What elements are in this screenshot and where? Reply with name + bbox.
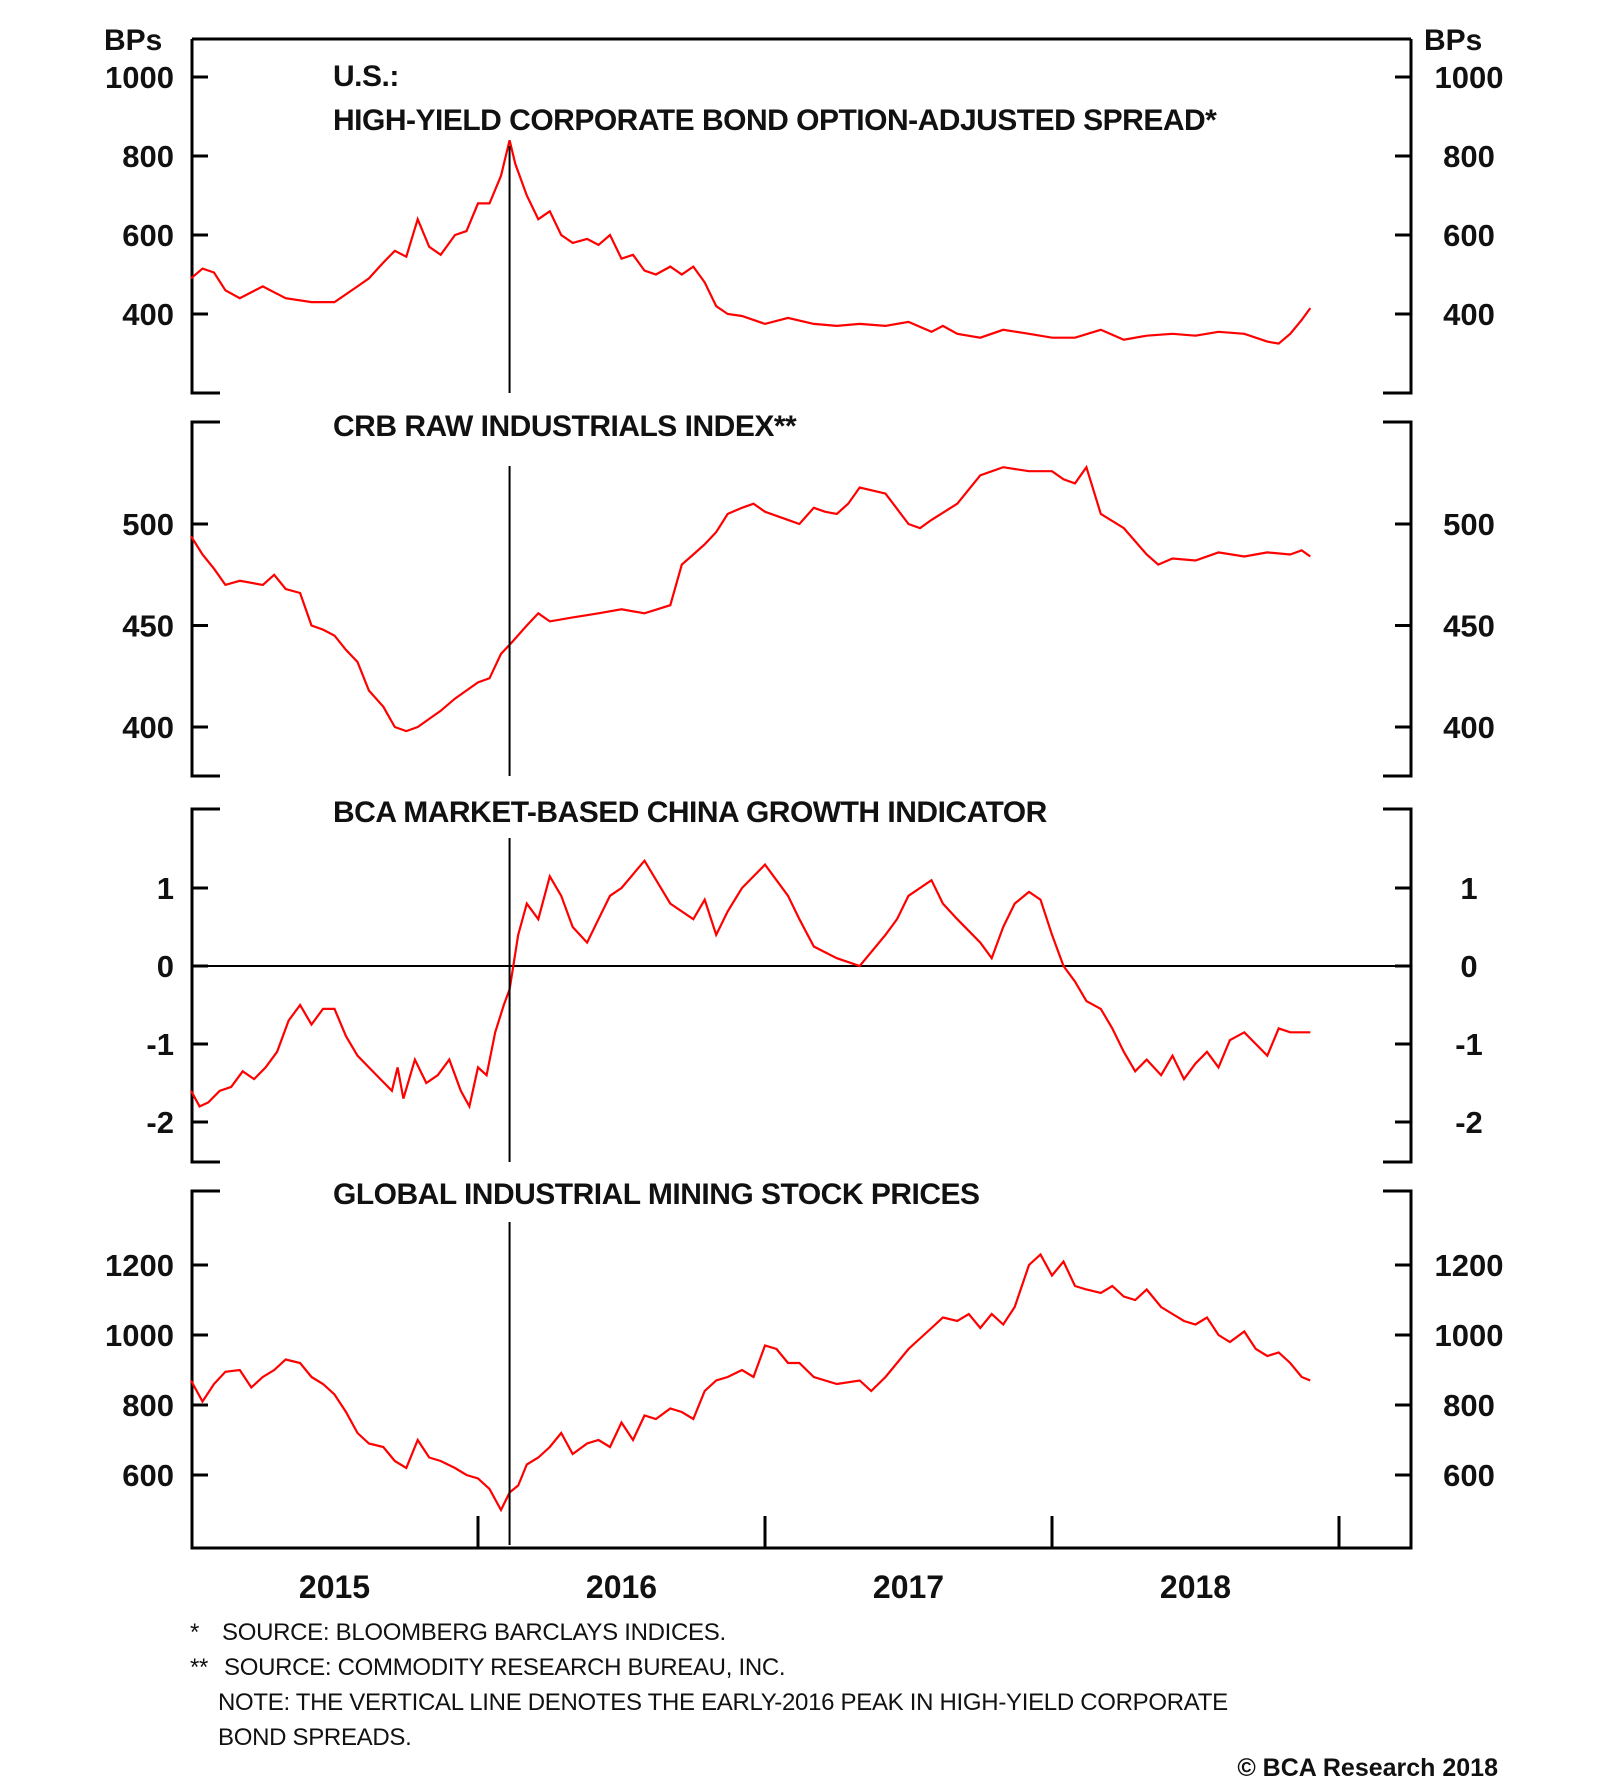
- y-tick-label-left: 600: [122, 218, 174, 253]
- y-tick-label-right: 400: [1443, 710, 1495, 745]
- y-tick-label-left: 600: [122, 1458, 174, 1493]
- y-tick-label-right: 400: [1443, 297, 1495, 332]
- y-tick-label-right: 600: [1443, 1458, 1495, 1493]
- footnote-text: SOURCE: COMMODITY RESEARCH BUREAU, INC.: [224, 1654, 785, 1681]
- y-tick-label-left: 0: [157, 949, 174, 984]
- y-tick-label-left: 1200: [105, 1248, 174, 1283]
- y-tick-label-left: 800: [122, 139, 174, 174]
- y-tick-label-left: 400: [122, 710, 174, 745]
- panel-title: GLOBAL INDUSTRIAL MINING STOCK PRICES: [333, 1178, 980, 1211]
- y-tick-label-right: 0: [1460, 949, 1477, 984]
- y-tick-label-right: 500: [1443, 507, 1495, 542]
- footnote-text: SOURCE: BLOOMBERG BARCLAYS INDICES.: [222, 1619, 726, 1646]
- footnote-marker: *: [190, 1619, 199, 1646]
- y-tick-label-right: -2: [1455, 1105, 1483, 1140]
- series-line: [190, 464, 1311, 733]
- y-tick-label-right: 1: [1460, 871, 1477, 906]
- copyright: © BCA Research 2018: [1237, 1754, 1498, 1782]
- y-unit-label-right: BPs: [1424, 24, 1482, 57]
- y-tick-label-left: 800: [122, 1388, 174, 1423]
- y-tick-label-left: 1000: [105, 1318, 174, 1353]
- x-tick-label: 2017: [873, 1569, 944, 1605]
- y-unit-label-left: BPs: [104, 24, 162, 57]
- x-tick-label: 2016: [586, 1569, 657, 1605]
- y-tick-label-left: 1: [157, 871, 174, 906]
- y-tick-label-right: 1000: [1435, 60, 1504, 95]
- panel-title: BCA MARKET-BASED CHINA GROWTH INDICATOR: [333, 796, 1048, 829]
- y-tick-label-left: 450: [122, 609, 174, 644]
- y-tick-label-right: 450: [1443, 609, 1495, 644]
- y-tick-label-right: 800: [1443, 139, 1495, 174]
- y-tick-label-right: -1: [1455, 1027, 1483, 1062]
- panel-title: CRB RAW INDUSTRIALS INDEX**: [333, 410, 797, 443]
- y-tick-label-right: 600: [1443, 218, 1495, 253]
- panel-hy-spread: BPs BPs U.S.: HIGH-YIELD CORPORATE BOND …: [104, 24, 1504, 395]
- y-tick-label-right: 1000: [1435, 1318, 1504, 1353]
- panel-title-line-2: HIGH-YIELD CORPORATE BOND OPTION-ADJUSTE…: [333, 104, 1217, 137]
- series-line: [190, 1252, 1311, 1513]
- y-tick-label-left: 500: [122, 507, 174, 542]
- footnotes: * SOURCE: BLOOMBERG BARCLAYS INDICES. **…: [190, 1619, 1498, 1782]
- y-tick-label-right: 1200: [1435, 1248, 1504, 1283]
- series-line: [190, 858, 1311, 1110]
- footnote-note: BOND SPREADS.: [218, 1724, 411, 1751]
- footnote-marker: **: [190, 1654, 208, 1681]
- panel-title-line-1: U.S.:: [333, 60, 399, 93]
- panel-china-growth: BCA MARKET-BASED CHINA GROWTH INDICATOR …: [146, 796, 1483, 1164]
- x-tick-label: 2015: [299, 1569, 370, 1605]
- y-tick-label-left: 1000: [105, 60, 174, 95]
- y-tick-label-left: -1: [146, 1027, 174, 1062]
- footnote-note: NOTE: THE VERTICAL LINE DENOTES THE EARL…: [218, 1689, 1228, 1716]
- y-tick-label-left: -2: [146, 1105, 174, 1140]
- y-tick-label-left: 400: [122, 297, 174, 332]
- panel-mining-stocks: GLOBAL INDUSTRIAL MINING STOCK PRICES 60…: [105, 1178, 1504, 1550]
- y-tick-label-right: 800: [1443, 1388, 1495, 1423]
- panel-crb-index: CRB RAW INDUSTRIALS INDEX** 400 400 450 450…: [122, 410, 1495, 778]
- x-axis: 2015 2016 2017 2018: [299, 1516, 1341, 1605]
- series-line: [190, 139, 1312, 345]
- x-tick-label: 2018: [1160, 1569, 1231, 1605]
